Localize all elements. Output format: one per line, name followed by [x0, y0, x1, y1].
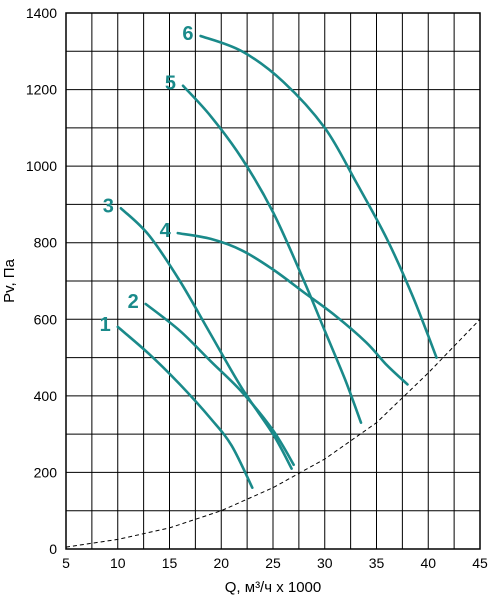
curve-label-6: 6 — [182, 23, 193, 45]
y-axis-label: Pv, Па — [1, 258, 18, 303]
fan-curve-3 — [119, 207, 293, 470]
y-tick-label: 1000 — [26, 158, 57, 174]
plot-frame — [65, 12, 481, 550]
y-tick-label: 1200 — [26, 82, 57, 98]
x-tick-label: 35 — [369, 555, 385, 571]
curve-label-2: 2 — [128, 291, 139, 313]
x-axis-label: Q, м³/ч x 1000 — [225, 579, 322, 596]
system-curve — [65, 318, 481, 548]
fan-curve-2 — [144, 302, 295, 467]
x-tick-label: 40 — [420, 555, 436, 571]
curve-label-3: 3 — [103, 195, 114, 217]
x-tick-label: 20 — [213, 555, 229, 571]
y-tick-label: 600 — [34, 311, 58, 327]
x-tick-label: 10 — [110, 555, 126, 571]
y-tick-label: 0 — [49, 541, 57, 557]
y-tick-label: 400 — [34, 388, 58, 404]
fan-curve-5 — [181, 84, 363, 424]
curve-label-4: 4 — [160, 220, 172, 242]
fan-curve-4 — [176, 231, 409, 386]
curve-labels-layer: 12 3 4 5 6 — [100, 23, 194, 336]
system-curve-layer — [65, 318, 481, 548]
x-tick-label: 45 — [472, 555, 488, 571]
grid-lines — [65, 12, 481, 550]
curve-label-5: 5 — [165, 73, 176, 95]
y-tick-label: 200 — [34, 464, 58, 480]
fan-curves-layer — [116, 34, 438, 489]
y-tick-labels: 0 200 400 600 800 1000 1200 1400 — [26, 5, 57, 557]
x-tick-label: 5 — [62, 555, 70, 571]
fan-curve-1 — [116, 325, 254, 489]
x-tick-label: 30 — [317, 555, 333, 571]
curve-label-1: 1 — [100, 314, 111, 336]
x-tick-label: 15 — [162, 555, 178, 571]
x-tick-label: 25 — [265, 555, 281, 571]
x-tick-labels: 5 10 15 20 25 30 35 40 45 — [62, 555, 488, 571]
y-tick-label: 800 — [34, 235, 58, 251]
y-tick-label: 1400 — [26, 5, 57, 21]
fan-curve-6 — [199, 34, 438, 359]
